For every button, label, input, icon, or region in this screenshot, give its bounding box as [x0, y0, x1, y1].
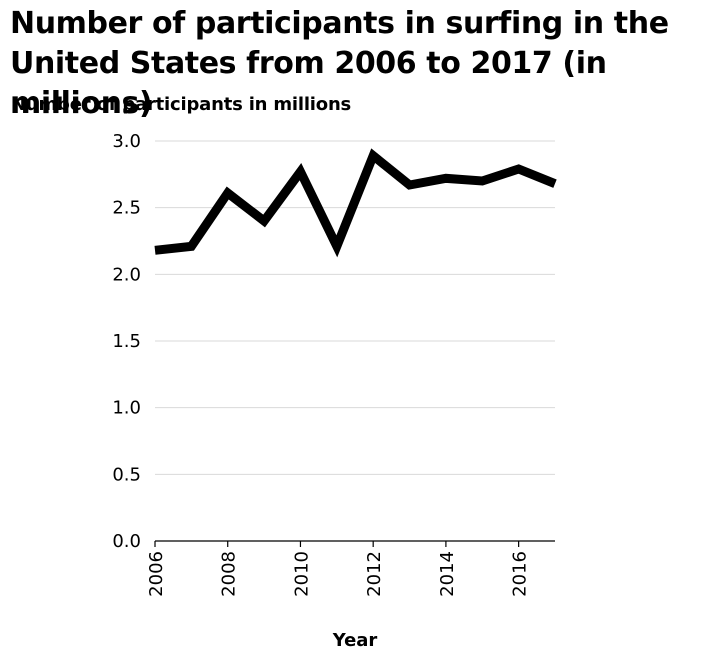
y-tick-label: 0.5: [112, 464, 141, 485]
series-line: [154, 148, 557, 258]
x-axis-label: Year: [332, 630, 378, 651]
y-tick-label: 0.0: [112, 531, 141, 552]
x-tick-label: 2008: [219, 551, 240, 597]
y-tick-label: 1.5: [112, 331, 141, 352]
x-tick-label: 2016: [510, 551, 531, 597]
x-tick-label: 2010: [291, 551, 312, 597]
x-tick-label: 2006: [146, 551, 167, 597]
y-axis-label: Number of participants in millions: [11, 94, 352, 115]
y-tick-label: 3.0: [112, 131, 141, 152]
x-tick-label: 2012: [364, 551, 385, 597]
y-tick-label: 2.0: [112, 264, 141, 285]
y-tick-label: 2.5: [112, 198, 141, 219]
y-tick-label: 1.0: [112, 398, 141, 419]
x-tick-label: 2014: [437, 551, 458, 597]
chart-title: Number of participants in surfing in the…: [10, 6, 669, 121]
